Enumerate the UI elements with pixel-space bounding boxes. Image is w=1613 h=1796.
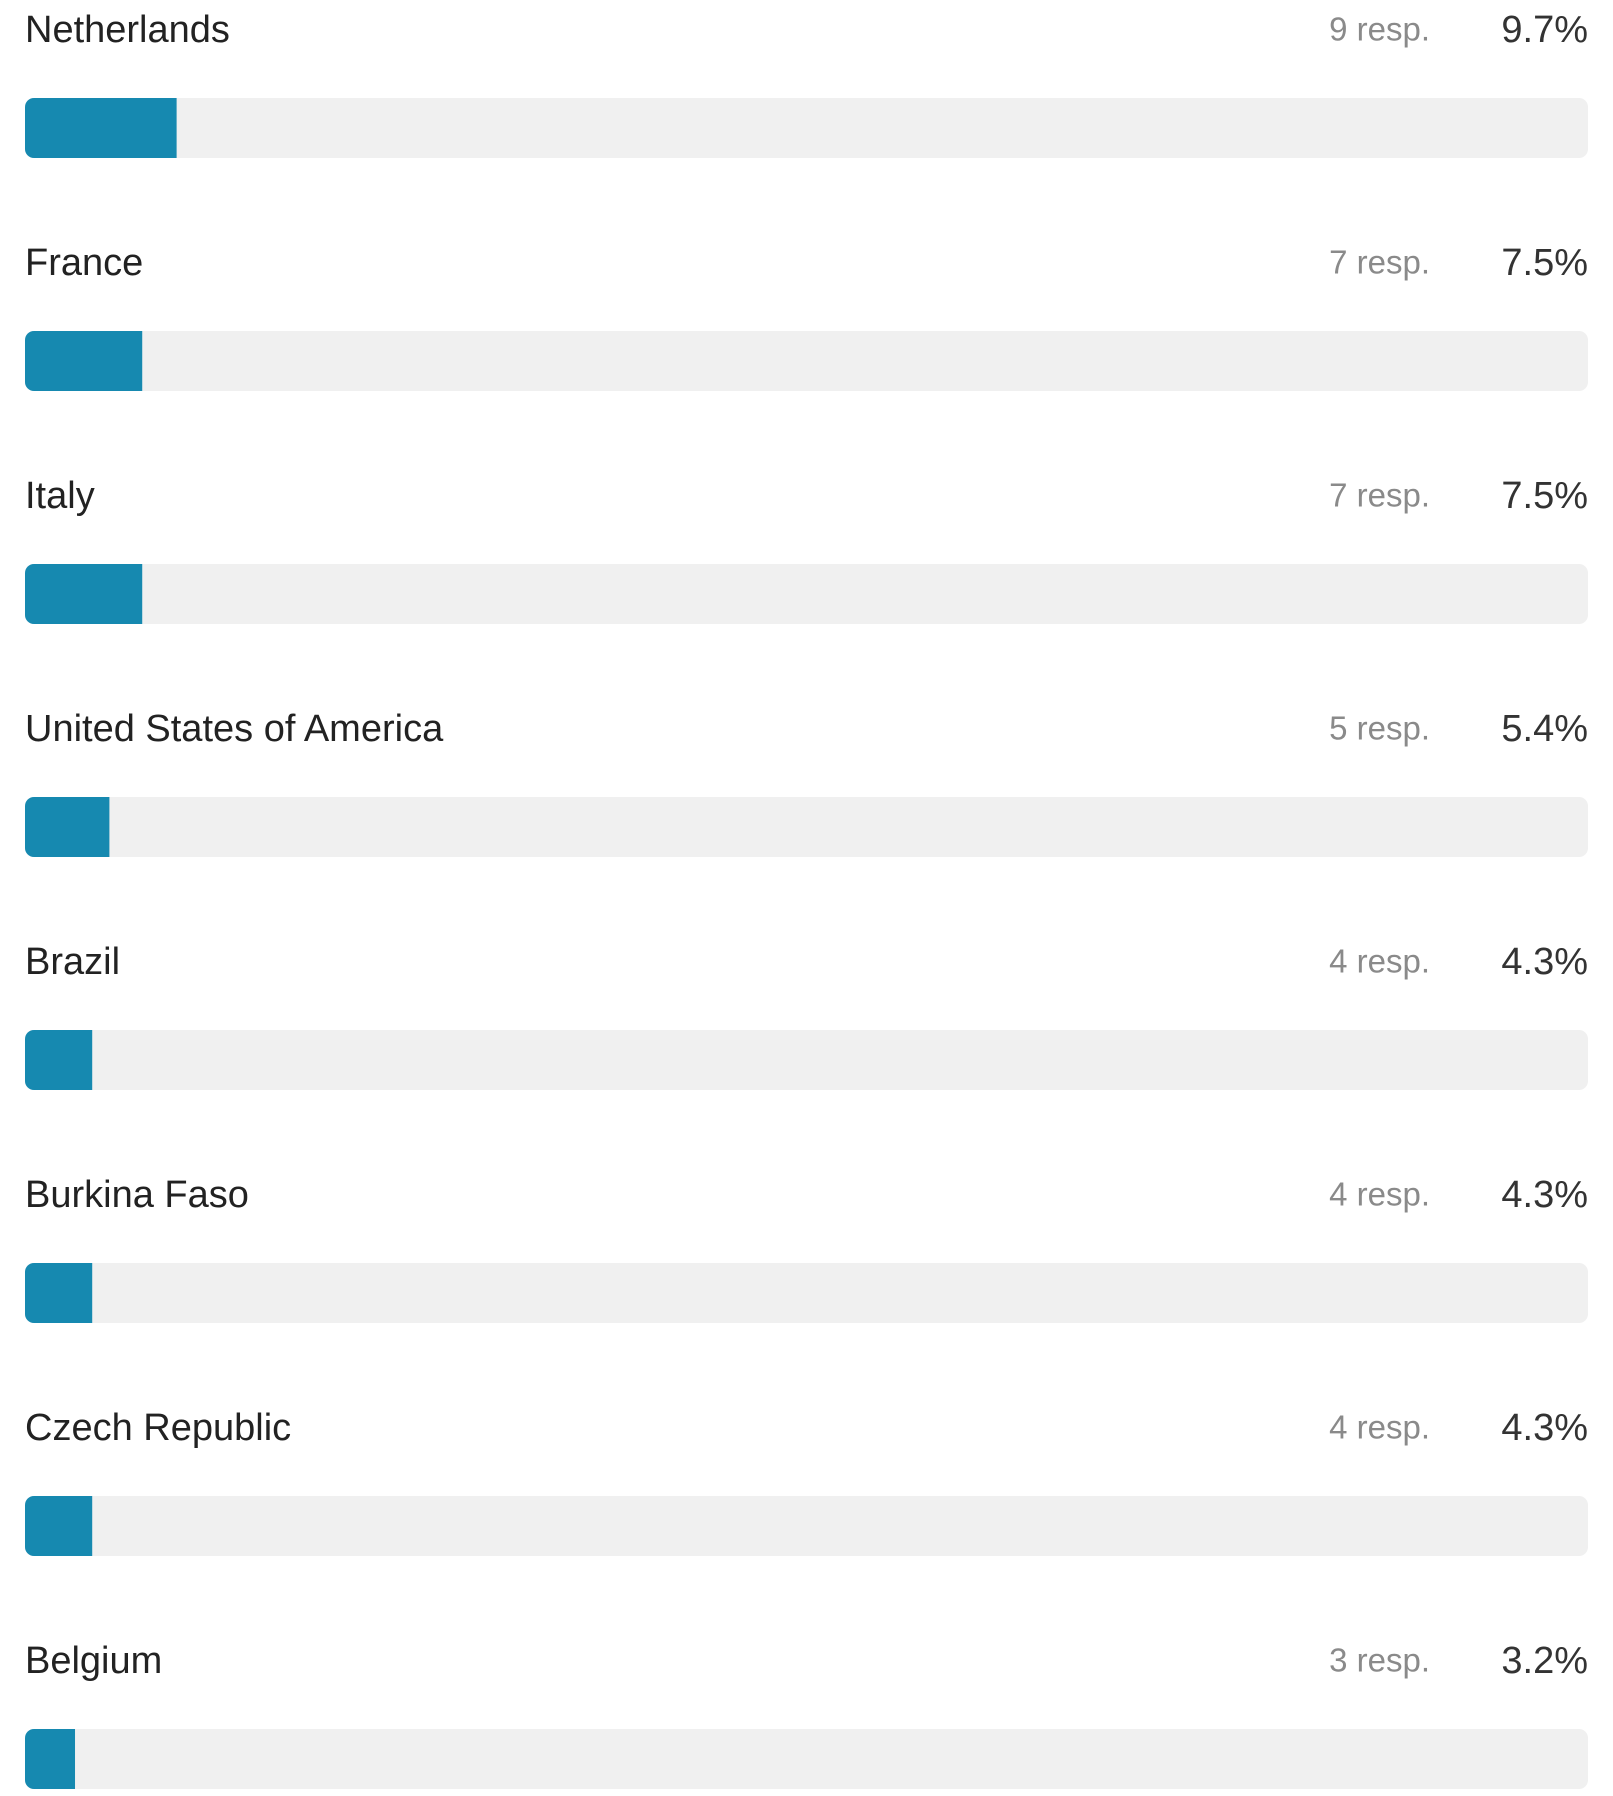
response-count: 3 resp. [1329, 1642, 1430, 1679]
response-count: 5 resp. [1329, 710, 1430, 747]
bar [25, 1729, 76, 1789]
percent-label: 4.3% [1501, 941, 1588, 983]
option-label: Burkina Faso [25, 1174, 249, 1216]
percent-label: 7.5% [1501, 242, 1588, 284]
bar-track [25, 1496, 1588, 1556]
bar-track [25, 1030, 1588, 1090]
bar [25, 1030, 93, 1090]
percent-label: 4.3% [1501, 1174, 1588, 1216]
response-count: 4 resp. [1329, 943, 1430, 980]
bar-track [25, 331, 1588, 391]
option-label: Italy [25, 475, 95, 517]
response-count: 4 resp. [1329, 1176, 1430, 1213]
bar-track [25, 1263, 1588, 1323]
option-label: Belgium [25, 1640, 162, 1682]
option-label: France [25, 242, 143, 284]
percent-label: 7.5% [1501, 475, 1588, 517]
bar-track [25, 797, 1588, 857]
percent-label: 3.2% [1501, 1640, 1588, 1682]
bar [25, 1263, 93, 1323]
percent-label: 5.4% [1501, 708, 1588, 750]
option-label: United States of America [25, 708, 444, 750]
option-label: Brazil [25, 941, 120, 983]
option-label: Czech Republic [25, 1407, 291, 1449]
response-count: 4 resp. [1329, 1409, 1430, 1446]
bar [25, 797, 110, 857]
response-count: 9 resp. [1329, 11, 1430, 48]
bar-track [25, 564, 1588, 624]
bar-track [25, 1729, 1588, 1789]
option-label: Netherlands [25, 9, 230, 51]
percent-label: 4.3% [1501, 1407, 1588, 1449]
bar [25, 1496, 93, 1556]
bar [25, 98, 177, 158]
response-count: 7 resp. [1329, 244, 1430, 281]
bar-track [25, 98, 1588, 158]
response-count: 7 resp. [1329, 477, 1430, 514]
bar [25, 331, 143, 391]
percent-label: 9.7% [1501, 9, 1588, 51]
bar [25, 564, 143, 624]
